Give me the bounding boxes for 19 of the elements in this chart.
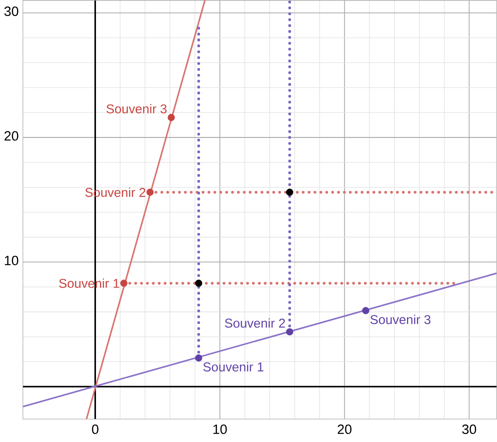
point (168, 114, 175, 121)
y-tick-label: 10 (4, 256, 18, 266)
annotation: Souvenir 2 (224, 318, 285, 328)
x-tick-label: 20 (338, 424, 352, 434)
x-tick-label: 30 (462, 424, 476, 434)
point (120, 279, 128, 287)
point (286, 328, 294, 336)
x-tick-label: 10 (213, 424, 227, 434)
x-tick-label: 0 (92, 424, 98, 434)
y-tick-label: 20 (4, 130, 18, 140)
y-tick-label: 30 (4, 6, 18, 16)
point (195, 279, 202, 287)
annotation: Souvenir 1 (203, 362, 264, 372)
point (362, 306, 370, 314)
annotation: Souvenir 3 (370, 314, 430, 324)
point (286, 188, 294, 196)
annotation: Souvenir 3 (106, 104, 167, 114)
point (146, 188, 154, 196)
point (195, 354, 202, 362)
